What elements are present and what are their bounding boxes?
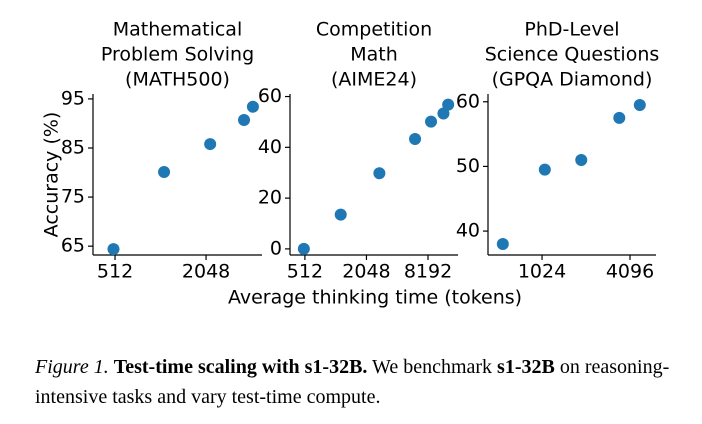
point	[246, 100, 259, 113]
caption-run: Test-time scaling with s1-32B.	[113, 356, 368, 378]
caption: Figure 1. Test-time scaling with s1-32B.…	[35, 352, 685, 412]
caption-run: We benchmark	[372, 356, 493, 378]
figure: Average thinking time (tokens) Mathemati…	[41, 19, 660, 309]
point	[496, 238, 509, 251]
caption-run: s1-32B	[497, 356, 555, 378]
x-tick-label: 4096	[606, 261, 654, 283]
chart-title: Math	[350, 44, 398, 66]
point	[373, 167, 386, 180]
y-tick-label: 95	[61, 87, 85, 109]
point	[437, 107, 450, 120]
point	[442, 98, 455, 111]
point	[633, 98, 646, 111]
y-tick-label: 85	[61, 136, 85, 158]
point	[575, 153, 588, 166]
chart-title: Mathematical	[113, 19, 242, 41]
y-tick-label: 40	[258, 136, 282, 158]
chart-title: (MATH500)	[125, 69, 230, 91]
x-tick-label: 1024	[518, 261, 566, 283]
point	[425, 115, 438, 128]
y-tick-label: 20	[258, 187, 282, 209]
x-tick-label: 512	[287, 261, 323, 283]
x-tick-label: 2048	[342, 261, 390, 283]
point	[409, 132, 422, 145]
point	[297, 242, 310, 255]
y-tick-label: 75	[61, 186, 85, 208]
y-tick-label: 65	[61, 235, 85, 257]
point	[238, 114, 251, 127]
caption-run: Figure 1.	[35, 356, 109, 378]
point	[204, 138, 217, 151]
point	[538, 163, 551, 176]
chart-title: PhD-Level	[524, 19, 619, 41]
chart-title: (AIME24)	[331, 69, 417, 91]
chart-title: (GPQA Diamond)	[492, 69, 653, 91]
x-axis-label: Average thinking time (tokens)	[228, 287, 522, 309]
y-tick-label: 0	[270, 237, 282, 259]
point	[613, 111, 626, 124]
x-tick-label: 512	[97, 261, 133, 283]
y-tick-label: 40	[456, 220, 480, 242]
point	[158, 166, 171, 179]
x-tick-label: 8192	[404, 261, 452, 283]
y-tick-label: 60	[258, 85, 282, 107]
y-tick-label: 50	[456, 155, 480, 177]
point	[334, 208, 347, 221]
chart-title: Problem Solving	[101, 44, 254, 66]
chart-title: Competition	[316, 19, 432, 41]
chart-title: Science Questions	[485, 44, 660, 66]
x-tick-label: 2048	[182, 261, 230, 283]
point	[107, 243, 120, 256]
caption-run: on reasoning-intensive tasks and vary te…	[35, 356, 670, 408]
y-axis-label: Accuracy (%)	[41, 112, 63, 238]
y-tick-label: 60	[456, 90, 480, 112]
